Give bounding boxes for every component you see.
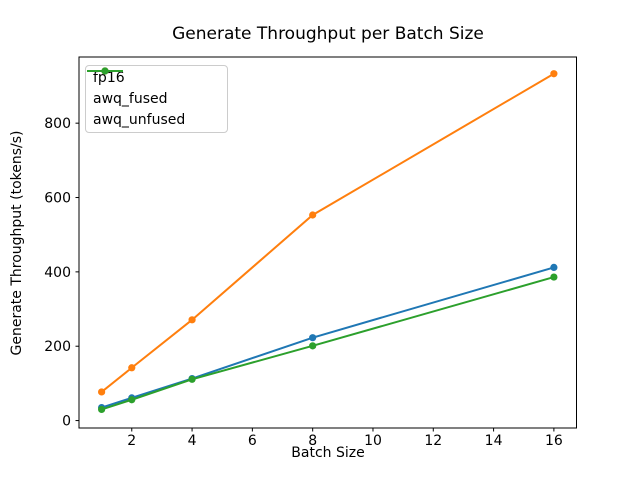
data-point-awq_fused (128, 364, 136, 372)
data-point-awq_fused (309, 211, 317, 219)
x-tick-label: 4 (188, 433, 197, 449)
x-tick-label: 8 (308, 433, 317, 449)
legend-item-awq_unfused: awq_unfused (87, 67, 227, 130)
y-tick-label: 0 (62, 414, 71, 430)
plot-border (78, 56, 577, 429)
x-tick-label: 10 (364, 433, 382, 449)
data-point-awq_unfused (309, 342, 317, 350)
data-point-awq_unfused (188, 375, 196, 383)
x-tick-label: 12 (424, 433, 442, 449)
legend-swatch-awq_unfused (87, 67, 123, 75)
data-point-awq_fused (188, 316, 196, 324)
legend-label: awq_unfused (93, 112, 186, 129)
legend-label: fp16 (93, 69, 125, 86)
chart-title: Generate Throughput per Batch Size (172, 24, 484, 44)
series-line-awq_unfused (100, 276, 555, 411)
x-axis-label: Batch Size (291, 445, 365, 461)
x-tick-label: 6 (248, 433, 257, 449)
y-tick-label: 600 (44, 191, 71, 207)
y-tick-label: 400 (44, 265, 71, 281)
data-point-awq_unfused (98, 405, 106, 414)
legend-item-awq_fused: awq_fused (87, 67, 227, 109)
y-tick-label: 800 (44, 116, 71, 132)
x-tick-label: 16 (545, 433, 563, 449)
data-point-fp16 (309, 334, 317, 342)
legend: fp16 awq_fused awq_unfused (85, 65, 228, 133)
y-axis-label: Generate Throughput (tokens/s) (9, 130, 25, 356)
x-tick-label: 14 (485, 433, 503, 449)
x-tick-label: 2 (127, 433, 136, 449)
data-point-awq_fused (550, 70, 558, 78)
data-point-awq_fused (98, 388, 106, 396)
y-tick-label: 200 (44, 339, 71, 355)
legend-label: awq_fused (93, 91, 168, 107)
data-point-awq_unfused (128, 396, 136, 404)
data-point-awq_unfused (550, 273, 558, 281)
data-point-fp16 (550, 263, 558, 272)
legend-marker-icon (101, 67, 109, 75)
